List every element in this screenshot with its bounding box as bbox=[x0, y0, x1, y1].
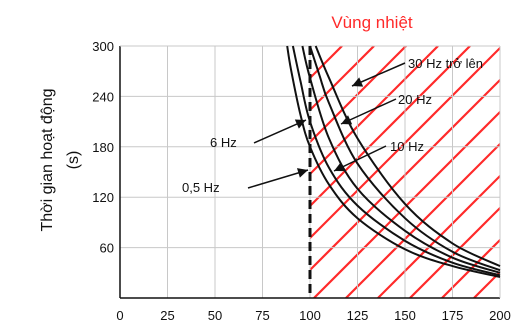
annotation-leader-20-hz bbox=[340, 98, 397, 125]
annotation-arrowhead bbox=[352, 77, 364, 87]
annotation-leader-0-5-hz bbox=[247, 169, 309, 189]
series-label-0-5-hz: 0,5 Hz bbox=[182, 180, 220, 195]
x-tick-label: 25 bbox=[160, 308, 174, 323]
y-tick-label: 240 bbox=[92, 89, 114, 104]
series-label-10-hz: 10 Hz bbox=[390, 139, 424, 154]
curve-6-hz bbox=[291, 45, 501, 277]
annotation-arrowhead bbox=[294, 119, 306, 129]
x-tick-label: 175 bbox=[442, 308, 464, 323]
y-tick-label: 120 bbox=[92, 190, 114, 205]
curve-0-5-hz bbox=[286, 45, 501, 278]
y-axis-label: Thời gian hoạt động bbox=[39, 88, 56, 231]
x-tick-label: 50 bbox=[208, 308, 222, 323]
thermal-region-hatch bbox=[310, 46, 500, 298]
x-tick-label: 150 bbox=[394, 308, 416, 323]
x-tick-label: 100 bbox=[299, 308, 321, 323]
x-tick-label: 0 bbox=[116, 308, 123, 323]
x-tick-label: 75 bbox=[255, 308, 269, 323]
annotations: 0,5 Hz 6 Hz 10 Hz 20 Hz 30 Hz trở lên bbox=[182, 56, 483, 195]
thermal-region-label: Vùng nhiệt bbox=[331, 13, 413, 32]
series-label-20-hz: 20 Hz bbox=[398, 92, 432, 107]
y-tick-label: 180 bbox=[92, 140, 114, 155]
x-tick-label: 200 bbox=[489, 308, 511, 323]
y-axis-unit: (s) bbox=[65, 151, 82, 170]
series-label-6-hz: 6 Hz bbox=[210, 135, 237, 150]
series-label-30-hz-tr-l-n: 30 Hz trở lên bbox=[408, 56, 483, 71]
annotation-arrowhead bbox=[341, 115, 353, 125]
y-tick-label: 300 bbox=[92, 39, 114, 54]
y-tick-label: 60 bbox=[100, 241, 114, 256]
x-tick-label: 125 bbox=[347, 308, 369, 323]
tick-labels: 0 25 50 75 100 125 150 175 200 60 120 180 240 300 bbox=[92, 39, 511, 323]
curve-30-hz-tr-l-n bbox=[314, 45, 501, 267]
annotation-arrowhead bbox=[334, 162, 346, 172]
annotation-arrowhead bbox=[296, 168, 308, 178]
curve-20-hz bbox=[309, 45, 501, 272]
